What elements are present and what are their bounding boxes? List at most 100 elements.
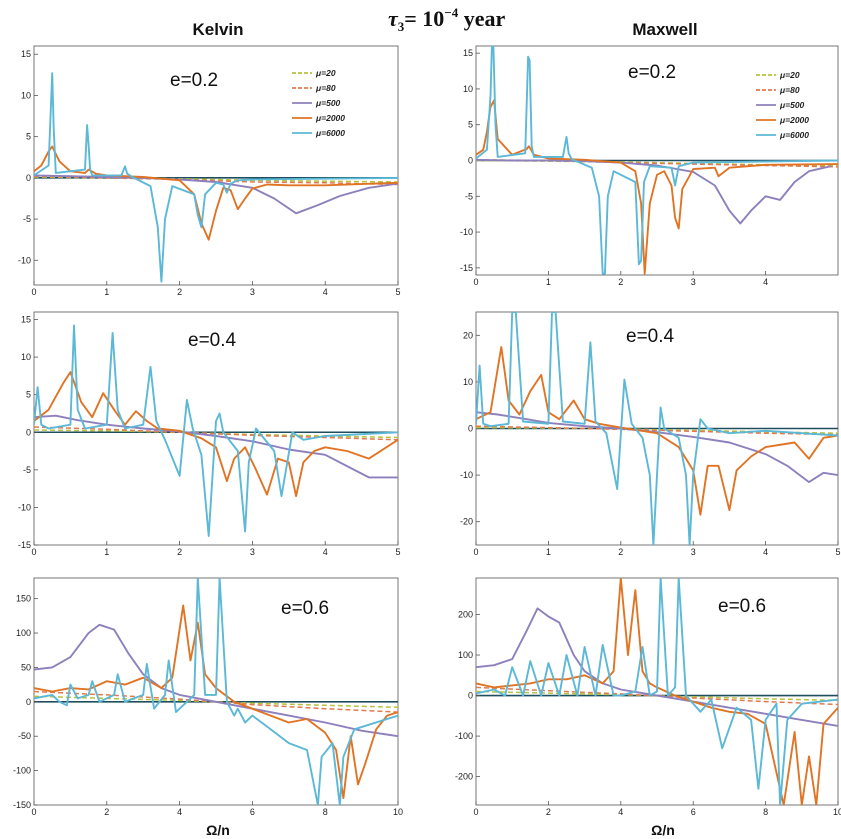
y-tick-label: -10 — [18, 255, 31, 265]
panel-annotation: e=0.2 — [170, 70, 218, 91]
y-tick-label: 0 — [468, 691, 473, 701]
y-tick-label: 50 — [21, 662, 31, 672]
y-tick-label: -100 — [455, 731, 473, 741]
figure-title-subscript: 3 — [398, 19, 405, 34]
legend: μ=20 μ=80 μ=500 μ=2000 μ=6000 — [292, 68, 345, 138]
y-tick-label: 5 — [468, 120, 473, 130]
x-tick-label: 4 — [177, 807, 182, 817]
y-tick-label: 10 — [21, 352, 31, 362]
x-tick-label: 0 — [473, 277, 478, 287]
x-tick-label: 0 — [473, 807, 478, 817]
y-tick-label: 10 — [463, 377, 473, 387]
y-tick-label: -100 — [13, 766, 31, 776]
x-tick-label: 8 — [763, 807, 768, 817]
y-tick-label: 0 — [468, 424, 473, 434]
x-tick-label: 1 — [546, 547, 551, 557]
series-line-μ=6000 — [34, 324, 398, 537]
y-tick-label: 0 — [26, 427, 31, 437]
y-tick-label: -5 — [465, 191, 473, 201]
series-line-μ=6000 — [476, 46, 838, 275]
figure-title: τ3= 10−4 year — [388, 5, 505, 34]
y-tick-label: 15 — [463, 48, 473, 58]
y-tick-label: -10 — [460, 227, 473, 237]
x-axis-label-right: Ω/n — [651, 822, 675, 838]
x-tick-label: 10 — [393, 807, 403, 817]
series-line-μ=500 — [34, 174, 398, 215]
x-tick-label: 4 — [618, 807, 623, 817]
x-tick-label: 3 — [691, 547, 696, 557]
panel-4: 0 2 4 6 8 10 -150 -100 -50 0 50 100 150 e=0.6 — [13, 577, 403, 817]
x-tick-label: 4 — [323, 547, 328, 557]
x-tick-label: 2 — [177, 287, 182, 297]
panel-annotation: e=0.6 — [718, 596, 766, 617]
x-tick-label: 3 — [691, 277, 696, 287]
x-tick-label: 5 — [835, 547, 840, 557]
y-tick-label: 10 — [463, 84, 473, 94]
series-line-μ=20 — [34, 429, 398, 439]
series-line-μ=20 — [34, 695, 398, 709]
legend-label: μ=20 — [779, 70, 800, 80]
figure-title-equals: = 10 — [404, 6, 444, 31]
x-tick-label: 10 — [833, 807, 841, 817]
x-tick-label: 4 — [763, 547, 768, 557]
plot-frame — [33, 311, 399, 546]
x-tick-label: 2 — [546, 807, 551, 817]
y-tick-label: 0 — [468, 156, 473, 166]
y-tick-label: 15 — [21, 49, 31, 59]
figure-title-tau: τ — [388, 6, 399, 31]
panel-0: 0 1 2 3 4 5 -10 -5 0 5 10 15 e=0.2 — [18, 45, 401, 297]
legend-label: μ=500 — [315, 98, 341, 108]
series-line-μ=2000 — [476, 578, 838, 805]
legend-label: μ=80 — [779, 85, 800, 95]
kelvin-column-title: Kelvin — [192, 20, 243, 39]
x-tick-label: 1 — [104, 287, 109, 297]
plot-frame — [33, 45, 399, 286]
legend-label: μ=2000 — [315, 113, 345, 123]
x-tick-label: 6 — [250, 807, 255, 817]
x-tick-label: 1 — [104, 547, 109, 557]
y-tick-label: 100 — [458, 650, 473, 660]
y-tick-label: 5 — [26, 132, 31, 142]
series-line-μ=2000 — [34, 371, 398, 498]
x-tick-label: 0 — [31, 547, 36, 557]
panel-annotation: e=0.4 — [626, 326, 675, 347]
y-tick-label: -5 — [23, 214, 31, 224]
series-line-μ=80 — [476, 425, 838, 436]
x-tick-label: 1 — [546, 277, 551, 287]
x-tick-label: 0 — [31, 287, 36, 297]
y-tick-label: -200 — [455, 772, 473, 782]
y-tick-label: 15 — [21, 315, 31, 325]
y-tick-label: 150 — [16, 594, 31, 604]
legend-label: μ=500 — [779, 100, 805, 110]
x-tick-label: 2 — [177, 547, 182, 557]
panel-1: 0 1 2 3 4 -15 -10 -5 0 5 10 15 e=0.2 — [460, 45, 839, 287]
maxwell-column-title: Maxwell — [632, 20, 697, 39]
legend: μ=20 μ=80 μ=500 μ=2000 μ=6000 — [756, 70, 809, 140]
y-tick-label: 0 — [26, 697, 31, 707]
series-line-μ=80 — [476, 686, 838, 706]
panel-annotation: e=0.2 — [628, 62, 676, 83]
y-tick-label: 10 — [21, 90, 31, 100]
legend-label: μ=6000 — [315, 128, 345, 138]
y-tick-label: 100 — [16, 628, 31, 638]
x-tick-label: 4 — [323, 287, 328, 297]
panel-annotation: e=0.6 — [281, 598, 329, 619]
x-tick-label: 2 — [618, 277, 623, 287]
x-tick-label: 5 — [395, 287, 400, 297]
x-axis-label-left: Ω/n — [206, 822, 230, 838]
x-tick-label: 6 — [691, 807, 696, 817]
panel-annotation: e=0.4 — [188, 330, 237, 351]
series-line-μ=6000 — [476, 312, 838, 545]
legend-label: μ=6000 — [779, 130, 809, 140]
y-tick-label: -20 — [460, 517, 473, 527]
y-tick-label: -50 — [18, 731, 31, 741]
x-tick-label: 3 — [250, 547, 255, 557]
panel-5: 0 2 4 6 8 10 -200 -100 0 100 200 e=0.6 — [455, 577, 841, 817]
x-tick-label: 0 — [31, 807, 36, 817]
y-tick-label: -150 — [13, 800, 31, 810]
x-tick-label: 5 — [395, 547, 400, 557]
x-tick-label: 8 — [323, 807, 328, 817]
y-tick-label: -15 — [460, 263, 473, 273]
